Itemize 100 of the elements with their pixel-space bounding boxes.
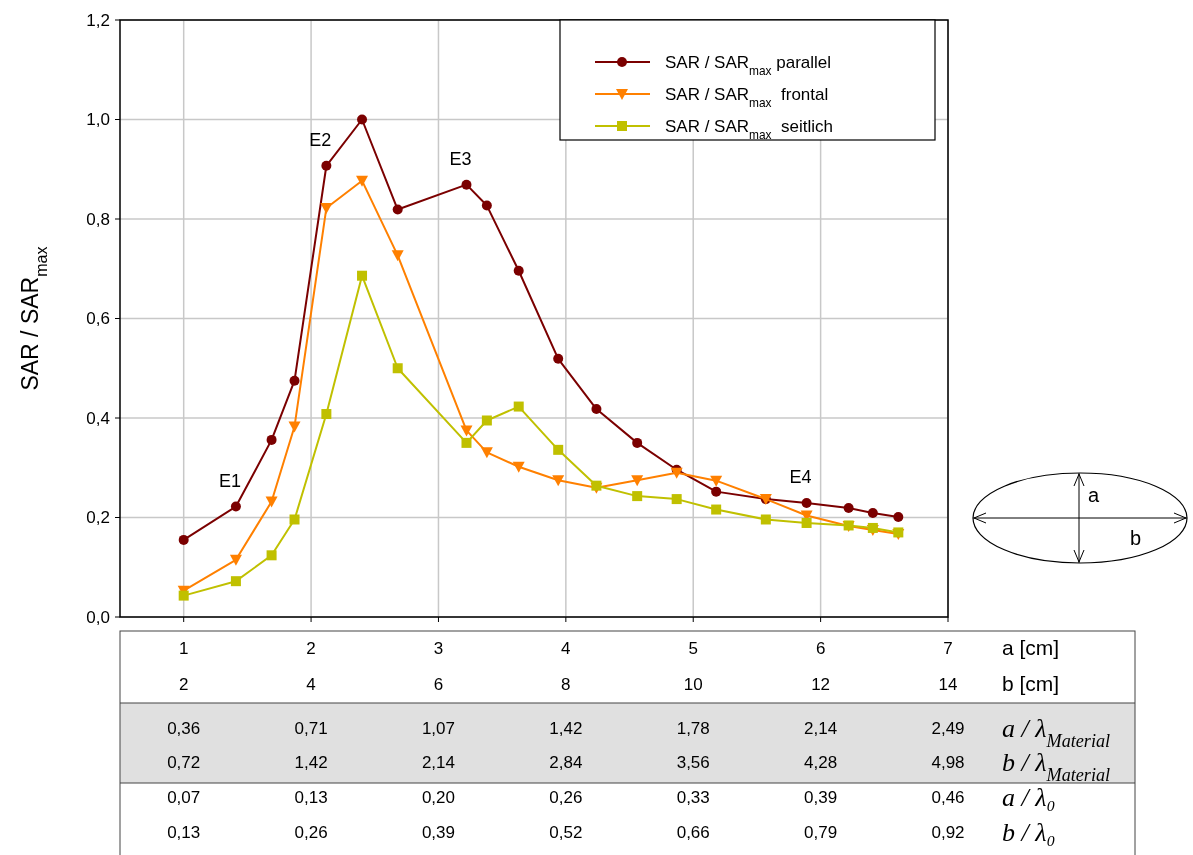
point <box>671 494 682 505</box>
point <box>670 467 683 479</box>
text: 2,84 <box>549 752 583 772</box>
text: 0,26 <box>549 787 583 807</box>
x2-tick-label: 6 <box>433 674 444 694</box>
y-tick-label: 0,0 <box>86 607 110 627</box>
text: 0,92 <box>931 822 965 842</box>
point <box>391 250 404 262</box>
x2-tick-label: 12 <box>811 674 831 694</box>
y-tick-label: 0,2 <box>86 508 110 528</box>
point <box>711 486 722 497</box>
x-tick-label: 1 <box>178 638 189 658</box>
text: 0,52 <box>549 822 583 842</box>
text: 2,49 <box>931 718 965 738</box>
text: 1,42 <box>294 752 328 772</box>
point <box>289 375 300 386</box>
text: 0,13 <box>294 787 328 807</box>
text: 4,28 <box>804 752 838 772</box>
text: 2,14 <box>804 718 838 738</box>
text: 2,14 <box>421 752 456 772</box>
y-tick-label: 0,6 <box>86 309 110 329</box>
text: 3,56 <box>676 752 710 772</box>
text: 0,26 <box>294 822 328 842</box>
point <box>481 200 492 211</box>
point <box>392 363 403 374</box>
x-tick-label: 3 <box>433 638 444 658</box>
text: 0,66 <box>676 822 710 842</box>
point <box>843 503 854 514</box>
x2-tick-label: 10 <box>683 674 703 694</box>
point <box>266 434 277 445</box>
point <box>356 175 369 187</box>
point <box>480 447 493 459</box>
point <box>553 444 564 455</box>
text: 0,36 <box>167 718 201 738</box>
legend-label: SAR / SAR$_{max}$ frontal <box>665 84 829 110</box>
legend-label: SAR / SAR$_{max}$ parallel <box>665 52 832 78</box>
text: 0,13 <box>167 822 201 842</box>
point <box>357 114 368 125</box>
x-tick-label: 5 <box>688 638 698 658</box>
point <box>289 514 300 525</box>
point <box>591 404 602 415</box>
x-tick-label: 2 <box>306 638 316 658</box>
y-tick-label: 1,0 <box>86 110 110 130</box>
point <box>230 501 241 512</box>
point <box>266 550 277 561</box>
ellipse-diagram: a b <box>972 472 1188 564</box>
annotation: E2 <box>309 129 332 150</box>
text: b / λ₀ <box>1002 818 1056 848</box>
y-tick-label: 0,8 <box>86 209 110 229</box>
text: 4,98 <box>931 752 965 772</box>
point <box>867 508 878 519</box>
annotation: E3 <box>449 148 472 169</box>
y-tick-label: 0,4 <box>86 408 110 428</box>
y-tick-label: 1,2 <box>86 10 110 30</box>
text: 0,39 <box>804 787 838 807</box>
point <box>632 437 643 448</box>
point <box>288 421 301 433</box>
point <box>321 409 332 420</box>
text: a / λ₀ <box>1002 783 1056 813</box>
point <box>481 415 492 426</box>
x-tick-label: 7 <box>943 638 953 658</box>
text: 1,42 <box>549 718 583 738</box>
point <box>710 475 723 487</box>
text: 0,72 <box>167 752 201 772</box>
point <box>460 425 473 437</box>
point <box>801 517 812 528</box>
point <box>632 491 643 502</box>
text: 0,71 <box>294 718 328 738</box>
annotation: E4 <box>789 467 812 488</box>
point <box>512 461 525 473</box>
point <box>513 401 524 412</box>
annotation: E1 <box>218 470 241 491</box>
point <box>178 590 189 601</box>
point <box>392 204 403 215</box>
point <box>513 265 524 276</box>
text: 0,46 <box>931 787 965 807</box>
text: 1,78 <box>676 718 710 738</box>
point <box>229 554 242 566</box>
point <box>711 504 722 515</box>
x2-tick-label: 2 <box>178 674 189 694</box>
x-tick-label: 6 <box>815 638 826 658</box>
point <box>461 179 472 190</box>
point <box>265 496 278 508</box>
point <box>461 437 472 448</box>
text: 1,07 <box>421 718 456 738</box>
point <box>553 353 564 364</box>
text: 0,79 <box>804 822 838 842</box>
point <box>178 534 189 545</box>
point <box>893 512 904 522</box>
text: 0,20 <box>421 787 456 807</box>
point <box>230 576 241 587</box>
legend-label: SAR / SAR$_{max}$ seitlich <box>665 116 833 142</box>
x2-tick-label: 14 <box>938 674 958 694</box>
text: 0,39 <box>421 822 456 842</box>
point <box>631 475 644 487</box>
text: 0,07 <box>167 787 201 807</box>
x2-tick-label: 4 <box>306 674 316 694</box>
text: 0,33 <box>676 787 710 807</box>
point <box>760 514 771 525</box>
x-tick-label: 4 <box>561 638 571 658</box>
